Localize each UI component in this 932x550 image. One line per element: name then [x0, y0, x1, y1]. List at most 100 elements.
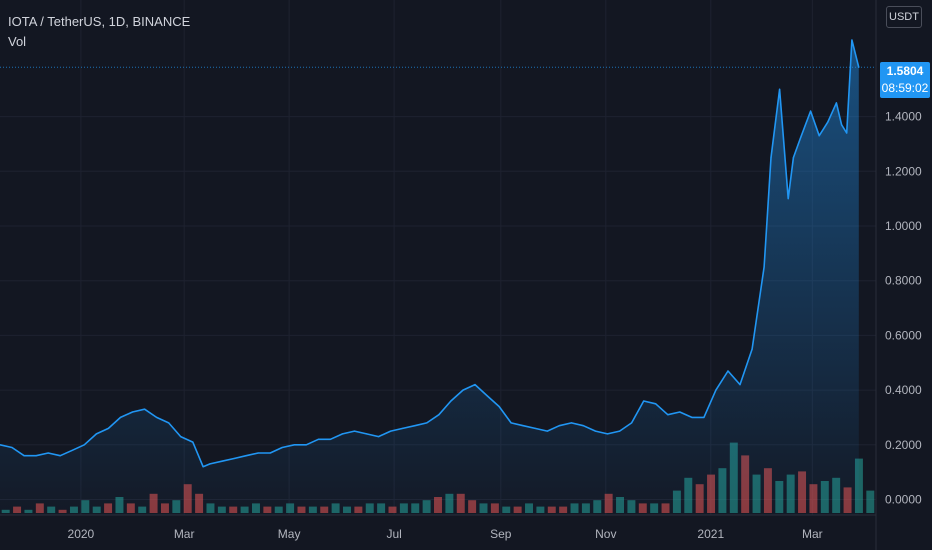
price-point	[498, 405, 500, 408]
price-point	[779, 88, 781, 90]
x-tick-label: Sep	[490, 527, 512, 541]
price-point	[317, 438, 319, 440]
price-point	[156, 416, 158, 418]
price-point	[510, 422, 512, 424]
price-point	[846, 132, 848, 134]
currency-button[interactable]: USDT	[886, 6, 922, 28]
price-point	[305, 444, 307, 446]
price-point	[851, 39, 853, 41]
price-point	[827, 121, 829, 123]
x-tick-label: Jul	[386, 527, 401, 541]
price-point	[606, 433, 609, 435]
chart-legend: IOTA / TetherUS, 1D, BINANCE Vol	[8, 12, 190, 52]
price-point	[192, 441, 194, 443]
y-tick-label: 0.6000	[885, 328, 922, 342]
y-tick-label: 1.2000	[885, 164, 922, 178]
y-tick-label: 1.0000	[885, 219, 922, 233]
volume-bar	[854, 458, 863, 513]
price-point	[841, 124, 843, 126]
symbol-title[interactable]: IOTA / TetherUS, 1D, BINANCE	[8, 14, 191, 29]
price-point	[727, 370, 729, 372]
price-point	[209, 463, 211, 465]
price-point	[119, 416, 122, 418]
price-point	[353, 430, 356, 432]
price-point	[341, 433, 344, 435]
price-point	[269, 452, 271, 454]
price-point	[739, 384, 741, 386]
y-tick-label: 0.0000	[885, 493, 922, 507]
y-tick-label: 0.4000	[885, 383, 922, 397]
price-point	[23, 455, 25, 457]
volume-indicator-label[interactable]: Vol	[8, 34, 27, 49]
price-point	[378, 436, 380, 438]
price-point	[107, 427, 109, 429]
price-point	[426, 422, 428, 424]
y-tick-label: 0.8000	[885, 274, 922, 288]
price-point	[667, 414, 669, 416]
price-point	[631, 422, 633, 424]
price-point	[619, 430, 621, 432]
price-point	[11, 446, 13, 449]
price-point	[329, 438, 331, 440]
price-point	[679, 411, 681, 413]
price-point	[95, 433, 97, 435]
price-point	[582, 425, 585, 427]
price-point	[546, 430, 548, 432]
price-point	[594, 430, 597, 432]
price-point	[438, 414, 440, 416]
price-point	[534, 427, 536, 429]
price-point	[131, 411, 134, 413]
y-tick-label: 1.4000	[885, 110, 922, 124]
x-tick-label: 2020	[68, 527, 95, 541]
price-point	[35, 455, 37, 457]
price-point	[281, 446, 283, 449]
price-point	[715, 389, 717, 391]
price-point	[799, 137, 801, 140]
price-area-fill	[0, 40, 859, 515]
price-point	[818, 135, 820, 137]
price-point	[83, 444, 85, 446]
x-tick-label: Nov	[595, 527, 616, 541]
price-point	[245, 455, 247, 457]
price-point	[402, 427, 404, 429]
price-point	[474, 384, 476, 386]
price-point	[486, 395, 488, 397]
price-point	[522, 425, 524, 427]
price-point	[570, 422, 573, 424]
price-point	[0, 444, 1, 446]
price-point	[558, 425, 560, 427]
last-price-label: 1.5804 08:59:02	[880, 62, 930, 98]
price-point	[293, 444, 295, 446]
price-point	[787, 198, 789, 200]
bar-countdown: 08:59:02	[881, 81, 929, 95]
price-point	[71, 449, 73, 451]
price-point	[655, 403, 657, 405]
price-point	[835, 102, 838, 104]
price-point	[770, 157, 772, 159]
price-point	[221, 460, 223, 462]
x-tick-label: 2021	[697, 527, 724, 541]
price-point	[144, 408, 146, 410]
price-point	[643, 400, 645, 402]
price-point	[462, 389, 464, 391]
price-point	[257, 452, 259, 454]
x-tick-label: Mar	[802, 527, 823, 541]
price-point	[202, 466, 204, 468]
last-price-value: 1.5804	[886, 64, 924, 78]
price-point	[763, 266, 765, 268]
price-point	[180, 436, 182, 438]
y-tick-label: 0.2000	[885, 438, 922, 452]
price-point	[233, 457, 235, 460]
price-point	[810, 110, 812, 112]
price-point	[450, 400, 452, 402]
price-point	[168, 422, 170, 424]
price-point	[414, 425, 416, 427]
price-point	[59, 455, 61, 457]
price-point	[390, 430, 392, 432]
price-point	[792, 157, 795, 159]
price-point	[691, 416, 693, 418]
x-tick-label: Mar	[174, 527, 195, 541]
volume-bar	[866, 490, 875, 513]
price-point	[366, 433, 368, 435]
